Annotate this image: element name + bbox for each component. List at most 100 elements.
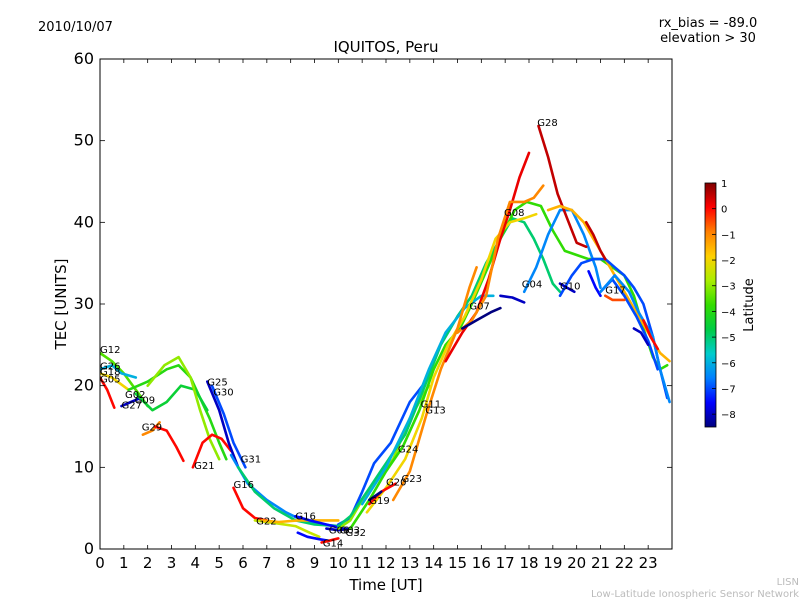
series-line-33 [460,306,502,330]
x-tick-label: 7 [262,554,272,572]
satellite-label: G31 [241,454,261,465]
footer-network: Low-Latitude Ionospheric Sensor Network [591,589,799,600]
colorbar-tick-label: 0 [721,205,727,216]
y-tick-label: 30 [74,294,94,313]
satellite-label: G28 [537,118,557,129]
series-line-35 [522,208,602,294]
colorbar [704,182,717,428]
satellite-label: G21 [194,461,214,472]
x-tick-label: 23 [639,554,658,572]
series-line-20 [320,537,340,544]
x-axis: 0 1 2 3 4 5 6 7 8 9 10 11 12 13 14 15 16 17 18 19 20 21 22 23 [95,59,658,572]
satellite-label: G29 [142,423,162,434]
x-axis-label: Time [UT] [348,576,422,594]
x-tick-label: 5 [214,554,224,572]
satellite-label: G12 [100,345,120,356]
x-tick-label: 11 [353,554,372,572]
series-line-32 [456,184,545,334]
satellite-label: G16 [234,480,254,491]
satellite-label: G23 [402,474,422,485]
elevation-label: elevation > 30 [660,31,756,46]
rx-bias-label: rx_bias = -89.0 [659,16,758,31]
x-tick-label: 13 [400,554,419,572]
satellite-label: G04 [522,280,542,291]
series-line-41 [584,221,607,261]
colorbar-label: Latitude [742,278,757,332]
series-line-44 [603,294,626,302]
series-line-30 [391,265,478,502]
date-label: 2010/10/07 [38,20,113,35]
x-tick-label: 22 [615,554,634,572]
series-line-0 [100,376,116,410]
series-line-39 [558,282,576,294]
y-tick-label: 40 [74,212,94,231]
series-line-45 [632,327,650,347]
colorbar-tick-label: −2 [721,256,736,267]
x-tick-label: 19 [543,554,562,572]
series-line-9 [153,425,185,463]
colorbar-tick-label: −8 [721,410,736,421]
x-tick-label: 6 [238,554,248,572]
series-line-2 [100,363,138,379]
y-tick-label: 0 [84,539,94,558]
plot-area [100,59,672,549]
series-line-12 [210,384,247,469]
series-line-17 [260,519,340,524]
series-line-34 [499,294,526,304]
satellite-label: G22 [256,517,276,528]
chart-title: IQUITOS, Peru [333,38,438,56]
x-tick-label: 4 [191,554,201,572]
colorbar-tick-label: −5 [721,333,736,344]
colorbar-tick-label: −1 [721,230,736,241]
colorbar-tick-label: −3 [721,282,736,293]
series-line-11 [206,380,240,469]
x-tick-label: 20 [567,554,586,572]
footer-lisn: LISN [777,577,799,588]
satellite-label: G25 [207,378,227,389]
colorbar-tick-label: −6 [721,359,736,370]
y-tick-label: 50 [74,131,94,150]
series-line-26 [360,294,495,506]
series-line-29 [367,490,383,502]
series-line-25 [348,200,669,530]
satellite-label: G26 [100,361,120,372]
x-tick-label: 14 [424,554,443,572]
satellite-label: G32 [346,528,366,539]
colorbar-ticks: 1 0 −1 −2 −3 −4 −5 −6 −7 −8 [712,179,736,421]
series-line-7 [146,355,221,461]
satellite-label: G10 [560,281,580,292]
satellite-label: G18 [100,367,120,378]
satellite-label: G11 [421,400,441,411]
series-line-24 [336,217,562,528]
satellite-label: G27 [122,401,142,412]
satellite-label: G14 [323,539,343,550]
series-line-40 [587,269,602,298]
x-tick-label: 3 [167,554,177,572]
satellite-label: G13 [425,405,445,416]
x-tick-label: 21 [591,554,610,572]
y-axis: 0 10 20 30 40 50 60 [74,49,672,558]
series-line-10 [191,433,233,469]
satellite-label: G17 [605,285,625,296]
series-line-19 [296,531,331,543]
satellite-label: G24 [398,445,418,456]
series-line-46 [642,318,660,351]
satellite-label: G09 [135,396,155,407]
series-line-3 [100,372,130,392]
colorbar-tick-label: −7 [721,384,736,395]
colorbar-tick-label: −4 [721,307,736,318]
x-tick-label: 17 [496,554,515,572]
x-tick-label: 9 [310,554,320,572]
series-line-43 [599,274,671,404]
series-line-6 [134,384,209,412]
satellite-label: G03 [340,526,360,537]
x-tick-label: 2 [143,554,153,572]
series-line-21 [325,527,352,532]
satellite-label: G06 [329,526,349,537]
series-line-18 [294,514,345,530]
y-tick-label: 10 [74,457,94,476]
x-tick-label: 0 [95,554,105,572]
y-tick-label: 20 [74,376,94,395]
satellite-label: G16 [295,512,315,523]
